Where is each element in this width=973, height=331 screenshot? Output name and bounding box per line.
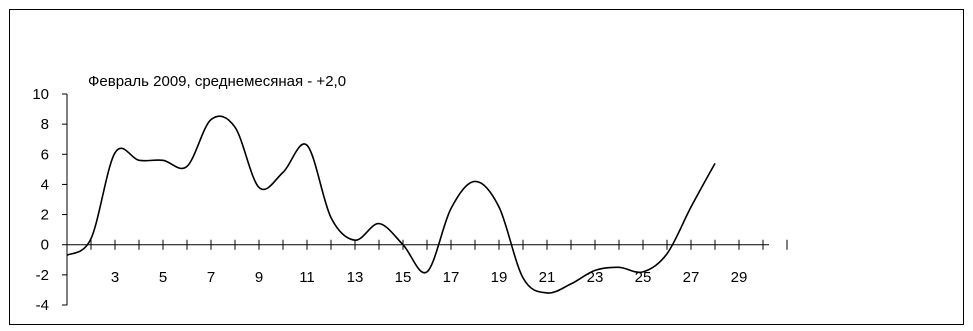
x-tick-label: 29 — [731, 269, 748, 286]
x-tick-label: 3 — [111, 269, 119, 286]
x-tick-label: 23 — [587, 269, 604, 286]
series-line — [66, 115, 716, 294]
chart-frame — [9, 9, 964, 325]
x-tick-label: 25 — [635, 269, 652, 286]
x-tick-label: 15 — [395, 269, 412, 286]
y-tick-label: 2 — [41, 207, 49, 224]
x-tick-label: 21 — [539, 269, 556, 286]
x-tick-label: 11 — [299, 269, 315, 286]
x-tick-label: 5 — [159, 269, 167, 286]
x-tick-label: 19 — [491, 269, 508, 286]
y-axis-ticks: 10 8 6 4 2 0 -2 -4 — [32, 86, 67, 314]
y-tick-label: -4 — [36, 297, 49, 314]
y-tick-label: 10 — [32, 86, 49, 103]
axes — [66, 94, 769, 305]
x-tick-label: 27 — [683, 269, 700, 286]
y-tick-label: 0 — [41, 237, 49, 254]
x-axis-ticks: 3 5 7 9 11 13 15 17 19 21 23 25 27 29 — [66, 239, 788, 286]
y-tick-label: -2 — [36, 267, 49, 284]
x-tick-label: 17 — [443, 269, 460, 286]
y-tick-label: 8 — [41, 116, 49, 133]
x-tick-label: 13 — [347, 269, 364, 286]
chart-title: Февраль 2009, среднемесяная - +2,0 — [88, 73, 346, 90]
y-tick-label: 4 — [41, 176, 49, 193]
y-tick-label: 6 — [41, 146, 49, 163]
x-tick-label: 7 — [207, 269, 215, 286]
series-group — [66, 115, 716, 294]
x-tick-label: 9 — [255, 269, 263, 286]
